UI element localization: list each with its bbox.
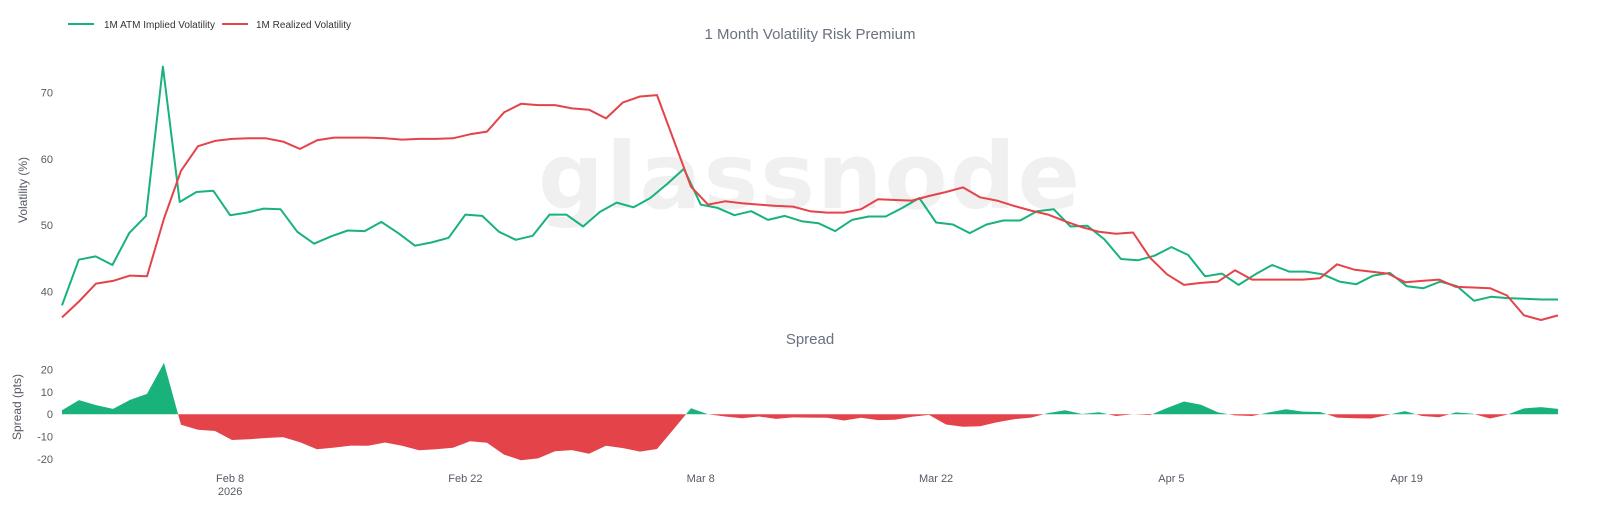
y-tick-label: 70: [41, 87, 53, 99]
top-panel-title: 1 Month Volatility Risk Premium: [705, 26, 916, 43]
x-tick-label: Mar 22: [919, 473, 953, 485]
realized-volatility-line: [61, 94, 1559, 321]
bottom-y-axis-ticks: 20 10 0 -10 -20: [37, 364, 53, 466]
y-tick-label: 50: [41, 220, 53, 232]
spread-y-tick-label: -20: [37, 454, 53, 466]
volatility-lines: [61, 65, 1559, 321]
x-tick-label: Apr 19: [1391, 473, 1423, 485]
spread-y-tick-label: 20: [41, 364, 53, 376]
x-tick-label: Mar 8: [687, 473, 715, 485]
x-tick-label: Apr 5: [1158, 473, 1184, 485]
spread-area: [62, 362, 1558, 461]
spread-negative-area: [708, 414, 1044, 427]
spread-negative-area: [1133, 414, 1153, 416]
y-tick-label: 40: [41, 287, 53, 299]
spread-y-tick-label: -10: [37, 432, 53, 444]
implied-volatility-line: [61, 65, 1558, 306]
x-tick-label: Feb 22: [448, 473, 482, 485]
bottom-panel-title: Spread: [786, 331, 834, 348]
x-tick-year-label: 2026: [218, 486, 242, 498]
y-axis-title-spread: Spread (pts): [10, 374, 24, 440]
spread-positive-area: [1152, 401, 1229, 415]
spread-positive-area: [1449, 412, 1475, 415]
legend-label-realized[interactable]: 1M Realized Volatility: [256, 20, 351, 31]
spread-positive-area: [1391, 411, 1416, 415]
spread-positive-area: [1508, 407, 1558, 415]
spread-negative-area: [1474, 414, 1509, 419]
legend-label-implied[interactable]: 1M ATM Implied Volatility: [104, 20, 215, 31]
legend-item-realized[interactable]: 1M Realized Volatility: [222, 20, 351, 31]
spread-negative-area: [1108, 414, 1133, 416]
spread-y-tick-label: 10: [41, 387, 53, 399]
spread-negative-area: [1415, 414, 1450, 418]
spread-negative-area: [1326, 414, 1391, 419]
watermark-logo: glassnode: [538, 123, 1082, 230]
top-y-axis-ticks: 40 50 60 70: [41, 87, 53, 298]
spread-positive-area: [1043, 410, 1108, 415]
spread-positive-area: [62, 362, 179, 415]
spread-positive-area: [686, 408, 708, 415]
spread-positive-area: [1260, 409, 1327, 415]
spread-y-tick-label: 0: [47, 409, 53, 421]
y-tick-label: 60: [41, 154, 53, 166]
spread-negative-area: [1228, 414, 1261, 416]
spread-negative-area: [178, 414, 686, 461]
legend-item-implied[interactable]: 1M ATM Implied Volatility: [68, 20, 215, 31]
legend[interactable]: 1M ATM Implied Volatility 1M Realized Vo…: [68, 20, 351, 31]
y-axis-title-volatility: Volatility (%): [16, 157, 30, 223]
x-tick-label: Feb 8: [216, 473, 244, 485]
